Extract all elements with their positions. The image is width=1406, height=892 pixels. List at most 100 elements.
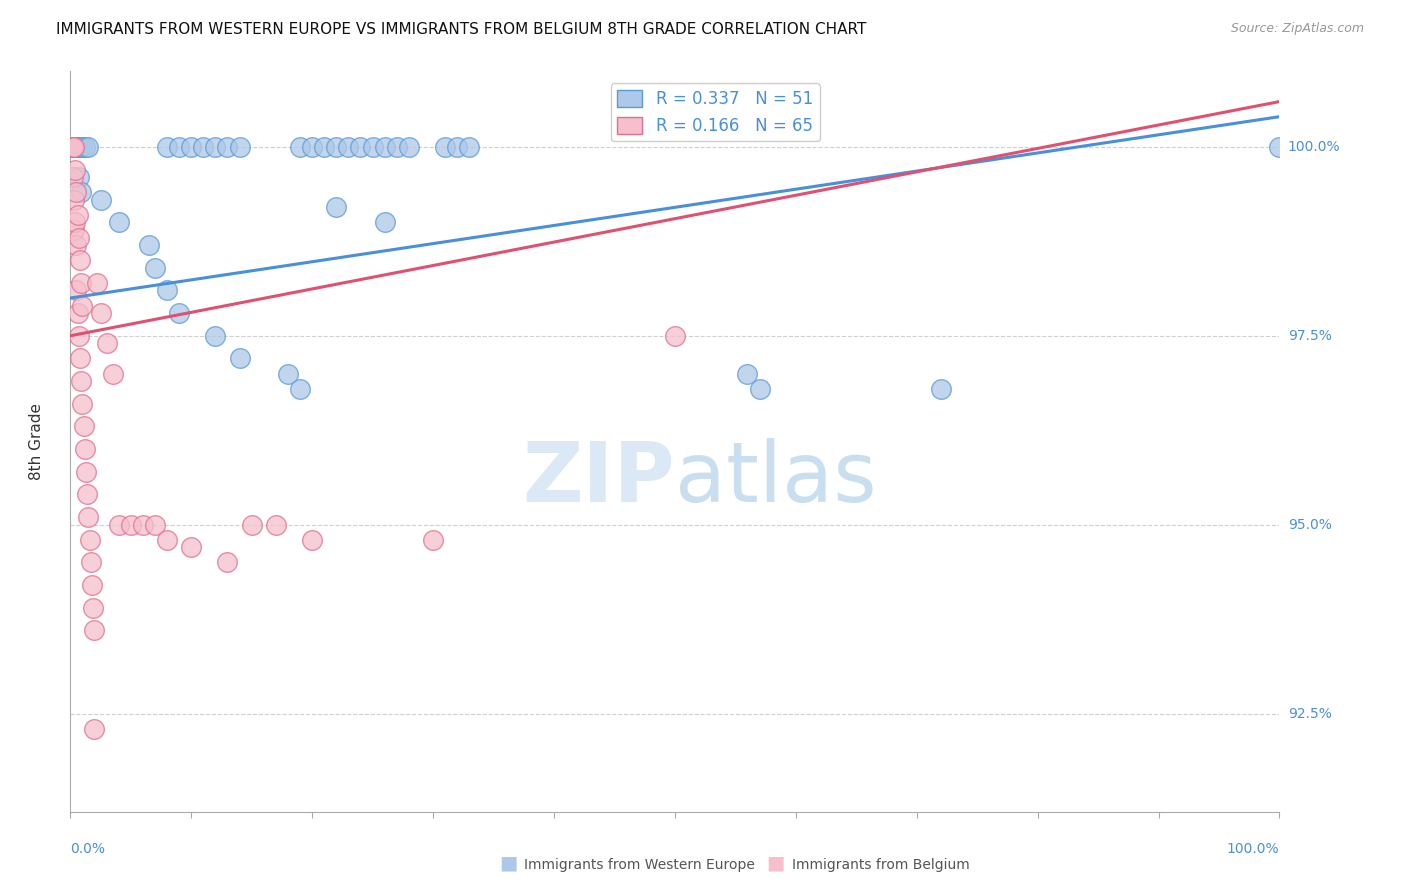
Point bbox=[929, 382, 952, 396]
Text: 97.5%: 97.5% bbox=[1288, 329, 1331, 343]
Point bbox=[325, 200, 347, 214]
Point bbox=[66, 306, 89, 320]
Point bbox=[228, 140, 250, 154]
Point bbox=[132, 517, 155, 532]
Point bbox=[90, 306, 111, 320]
Point bbox=[737, 367, 759, 381]
Point bbox=[83, 722, 105, 736]
Point bbox=[82, 600, 104, 615]
Point bbox=[77, 510, 100, 524]
Text: atlas: atlas bbox=[675, 438, 876, 519]
Point bbox=[204, 328, 226, 343]
Point bbox=[180, 541, 202, 555]
Point bbox=[337, 140, 360, 154]
Point bbox=[72, 299, 94, 313]
Point bbox=[63, 140, 86, 154]
Point bbox=[458, 140, 481, 154]
Point bbox=[72, 140, 94, 154]
Text: ■: ■ bbox=[766, 854, 785, 872]
Point bbox=[217, 556, 239, 570]
Point bbox=[288, 382, 311, 396]
Point bbox=[72, 419, 94, 434]
Point bbox=[75, 465, 97, 479]
Point bbox=[66, 140, 89, 154]
Point bbox=[204, 140, 226, 154]
Point bbox=[70, 276, 93, 290]
Point bbox=[72, 397, 94, 411]
Point bbox=[422, 533, 444, 547]
Point bbox=[264, 517, 287, 532]
Point bbox=[69, 253, 91, 268]
Point bbox=[143, 260, 166, 275]
Point bbox=[63, 140, 86, 154]
Point bbox=[65, 284, 87, 298]
Point bbox=[374, 140, 396, 154]
Point bbox=[288, 140, 311, 154]
Text: ZIP: ZIP bbox=[523, 438, 675, 519]
Text: Immigrants from Belgium: Immigrants from Belgium bbox=[792, 858, 969, 872]
Point bbox=[63, 223, 86, 237]
Point bbox=[361, 140, 384, 154]
Point bbox=[62, 170, 84, 185]
Point bbox=[86, 276, 108, 290]
Point bbox=[156, 533, 179, 547]
Text: ■: ■ bbox=[499, 854, 517, 872]
Point bbox=[138, 238, 160, 252]
Point bbox=[1268, 140, 1291, 154]
Point bbox=[62, 140, 84, 154]
Text: 95.0%: 95.0% bbox=[1288, 517, 1331, 532]
Point bbox=[325, 140, 347, 154]
Point bbox=[446, 140, 468, 154]
Point bbox=[69, 140, 91, 154]
Point bbox=[69, 351, 91, 366]
Point bbox=[120, 517, 142, 532]
Point bbox=[398, 140, 420, 154]
Point bbox=[70, 186, 93, 200]
Point bbox=[156, 284, 179, 298]
Point bbox=[101, 367, 124, 381]
Point bbox=[228, 351, 250, 366]
Point bbox=[67, 170, 90, 185]
Point bbox=[63, 215, 86, 229]
Text: 100.0%: 100.0% bbox=[1227, 842, 1279, 856]
Point bbox=[107, 517, 129, 532]
Text: IMMIGRANTS FROM WESTERN EUROPE VS IMMIGRANTS FROM BELGIUM 8TH GRADE CORRELATION : IMMIGRANTS FROM WESTERN EUROPE VS IMMIGR… bbox=[56, 22, 866, 37]
Point bbox=[62, 140, 84, 154]
Point bbox=[193, 140, 215, 154]
Point bbox=[349, 140, 371, 154]
Point bbox=[63, 193, 86, 207]
Point bbox=[167, 140, 190, 154]
Point bbox=[664, 328, 686, 343]
Point bbox=[66, 208, 89, 222]
Point bbox=[748, 382, 770, 396]
Point bbox=[67, 140, 90, 154]
Point bbox=[83, 624, 105, 638]
Point bbox=[65, 140, 87, 154]
Point bbox=[70, 374, 93, 388]
Point bbox=[80, 578, 103, 592]
Text: 92.5%: 92.5% bbox=[1288, 706, 1331, 721]
Point bbox=[76, 487, 98, 501]
Point bbox=[434, 140, 457, 154]
Point bbox=[65, 186, 87, 200]
Point bbox=[80, 556, 103, 570]
Point bbox=[67, 328, 90, 343]
Text: 8th Grade: 8th Grade bbox=[30, 403, 44, 480]
Point bbox=[143, 517, 166, 532]
Text: 100.0%: 100.0% bbox=[1288, 140, 1340, 154]
Point bbox=[301, 140, 323, 154]
Point bbox=[67, 230, 90, 244]
Point bbox=[180, 140, 202, 154]
Point bbox=[79, 533, 101, 547]
Point bbox=[167, 306, 190, 320]
Point bbox=[73, 442, 96, 456]
Text: Source: ZipAtlas.com: Source: ZipAtlas.com bbox=[1230, 22, 1364, 36]
Point bbox=[73, 140, 96, 154]
Point bbox=[374, 215, 396, 229]
Point bbox=[107, 215, 129, 229]
Point bbox=[90, 193, 111, 207]
Point bbox=[77, 140, 100, 154]
Legend: R = 0.337   N = 51, R = 0.166   N = 65: R = 0.337 N = 51, R = 0.166 N = 65 bbox=[610, 83, 820, 142]
Point bbox=[240, 517, 263, 532]
Point bbox=[217, 140, 239, 154]
